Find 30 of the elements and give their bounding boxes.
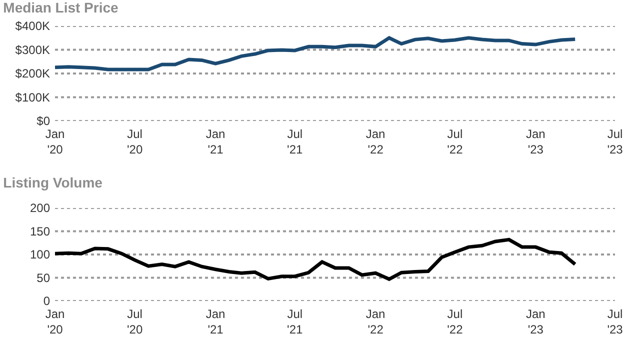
x-tick-label: Jul '23 — [607, 307, 624, 337]
x-tick-label: Jan '23 — [526, 127, 546, 157]
x-tick-label: Jan '23 — [526, 307, 546, 337]
y-tick-label: $200K — [15, 66, 50, 81]
x-tick-label: Jan '21 — [206, 307, 226, 337]
x-tick-label: Jul '21 — [287, 307, 304, 337]
line-series — [55, 238, 577, 281]
x-tick-label: Jul '22 — [447, 307, 464, 337]
x-tick-label: Jan '22 — [366, 127, 386, 157]
x-tick-label: Jul '22 — [447, 127, 464, 157]
y-tick-label: 100 — [30, 248, 50, 262]
y-tick-label: $0 — [36, 114, 50, 128]
x-tick-label: Jul '20 — [126, 307, 143, 337]
y-tick-label: 150 — [30, 224, 50, 238]
x-tick-label: Jan '20 — [45, 127, 65, 157]
y-tick-label: $100K — [15, 90, 50, 104]
y-tick-label: $400K — [15, 19, 50, 34]
x-tick-label: Jan '20 — [45, 307, 65, 337]
chart-title: Listing Volume — [3, 174, 103, 190]
y-tick-label: 0 — [43, 294, 50, 308]
chart-title: Median List Price — [3, 0, 119, 16]
x-tick-label: Jul '20 — [126, 127, 143, 157]
x-tick-label: Jul '21 — [287, 127, 304, 157]
line-series — [55, 36, 577, 72]
x-tick-label: Jul '23 — [607, 127, 624, 157]
y-tick-label: 50 — [36, 270, 50, 285]
x-tick-label: Jan '22 — [366, 307, 386, 337]
y-tick-label: 200 — [30, 201, 50, 216]
x-tick-label: Jan '21 — [206, 127, 226, 157]
y-tick-label: $300K — [15, 42, 50, 57]
